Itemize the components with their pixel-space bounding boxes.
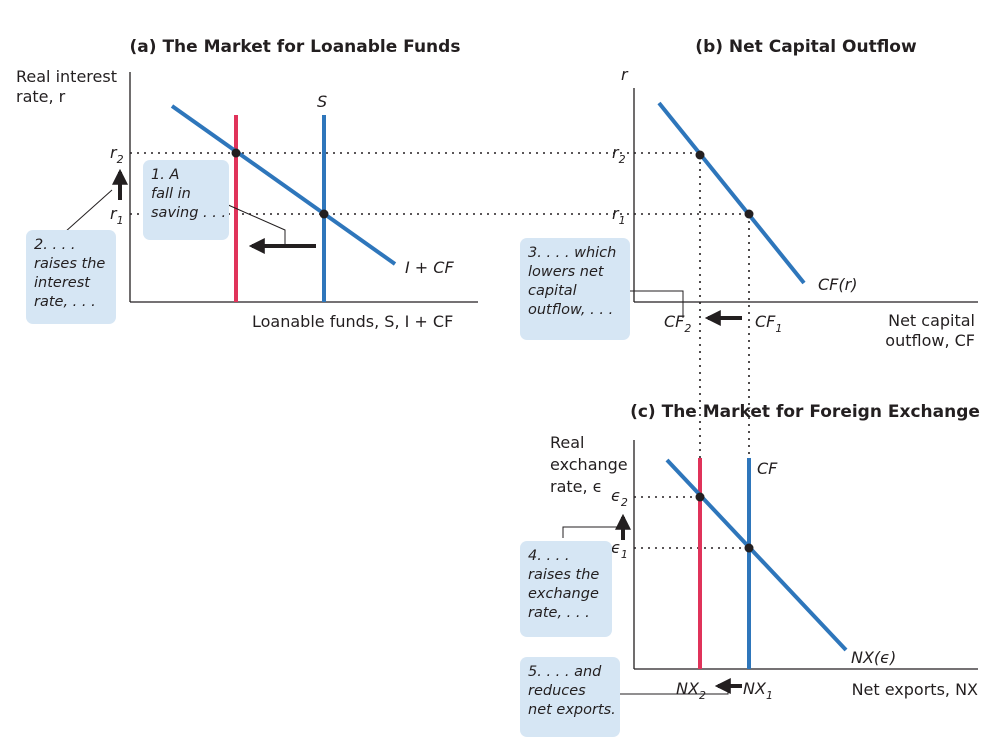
panel-b-ylabel: r xyxy=(621,65,629,84)
note1-connector xyxy=(225,203,286,246)
panel-c-ytick-e2: ϵ2 xyxy=(611,486,628,509)
panel-c-ylabel-line1: Real xyxy=(550,433,585,452)
nx-demand-curve xyxy=(665,458,848,652)
supply-curve-label: S xyxy=(317,92,327,111)
panel-b-xtick-cf1: CF1 xyxy=(755,312,782,335)
panel-a-ytick-r1: r1 xyxy=(110,204,124,227)
panel-b-ytick-r2: r2 xyxy=(612,143,626,166)
panel-a-ylabel-line1: Real interest xyxy=(16,67,117,86)
cf-supply-label: CF xyxy=(757,459,778,478)
panel-c: (c) The Market for Foreign Exchange Real… xyxy=(550,402,980,702)
panel-a: (a) The Market for Loanable Funds Real i… xyxy=(16,37,749,331)
panel-c-title: (c) The Market for Foreign Exchange xyxy=(630,402,980,422)
note-raises-exchange-rate: 4. . . . raises the exchange rate, . . . xyxy=(520,541,612,637)
panel-c-xtick-nx2: NX2 xyxy=(676,679,706,702)
cf-curve xyxy=(657,101,806,285)
panel-a-new-equilibrium xyxy=(231,148,241,158)
note5-connector xyxy=(620,686,729,695)
note2-connector xyxy=(64,189,113,233)
note-fall-in-saving: 1. A fall in saving . . . xyxy=(143,160,229,240)
panel-a-xlabel: Loanable funds, S, I + CF xyxy=(252,312,453,331)
panel-c-new-equilibrium xyxy=(695,492,705,502)
demand-curve-label: I + CF xyxy=(405,258,454,277)
panel-c-ylabel-line3: rate, ϵ xyxy=(550,477,603,496)
panel-b-xlabel-line1: Net capital xyxy=(888,311,975,330)
panel-b-ytick-r1: r1 xyxy=(612,204,626,227)
panel-b-title: (b) Net Capital Outflow xyxy=(695,37,917,57)
panel-c-old-equilibrium xyxy=(744,543,754,553)
nx-curve-label: NX(ϵ) xyxy=(851,648,896,667)
panel-c-xlabel: Net exports, NX xyxy=(852,680,978,699)
note-raises-interest-rate: 2. . . . raises the interest rate, . . . xyxy=(26,230,116,324)
panel-b-xlabel-line2: outflow, CF xyxy=(885,331,975,350)
panel-a-title: (a) The Market for Loanable Funds xyxy=(130,37,461,57)
panel-a-old-equilibrium xyxy=(319,209,329,219)
note3-connector xyxy=(630,290,684,318)
panel-c-ylabel-line2: exchange xyxy=(550,455,628,474)
panel-a-ylabel-line2: rate, r xyxy=(16,87,66,106)
note-reduces-net-exports: 5. . . . and reduces net exports. xyxy=(520,657,620,737)
panel-b-xtick-cf2: CF2 xyxy=(664,312,691,335)
panel-c-ytick-e1: ϵ1 xyxy=(611,538,628,561)
note4-connector xyxy=(562,526,623,538)
panel-b: (b) Net Capital Outflow r Net capital ou… xyxy=(612,37,978,458)
cf-curve-label: CF(r) xyxy=(818,275,857,294)
panel-c-xtick-nx1: NX1 xyxy=(743,679,773,702)
demand-line-i-cf xyxy=(170,104,397,266)
panel-a-ytick-r2: r2 xyxy=(110,143,124,166)
note-lowers-net-capital-outflow: 3. . . . which lowers net capital outflo… xyxy=(520,238,630,340)
